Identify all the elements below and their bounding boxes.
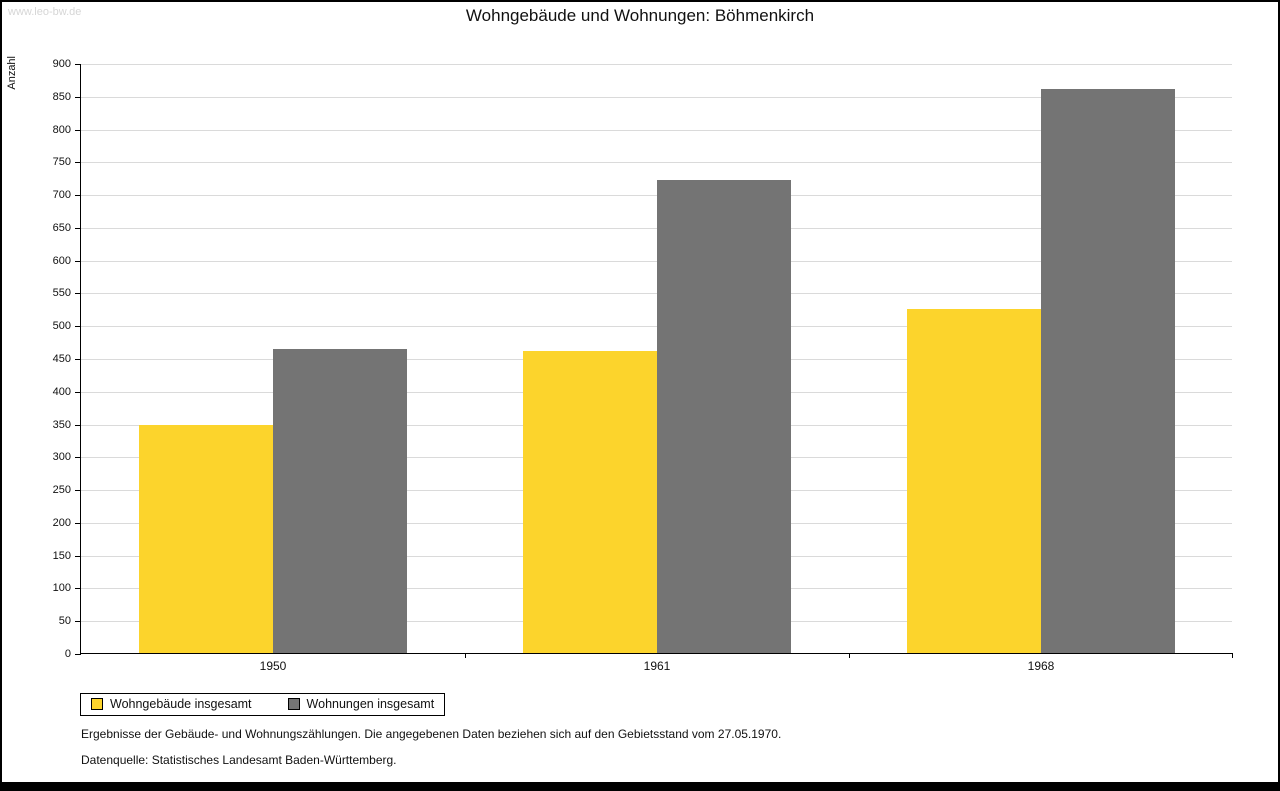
y-axis-tick	[75, 522, 81, 524]
y-tick-label: 100	[52, 582, 71, 595]
bar-series-2-1961	[657, 179, 791, 653]
bar-series-2-1950	[273, 349, 407, 653]
y-axis-tick	[75, 359, 81, 360]
legend-label: Wohnungen insgesamt	[306, 697, 435, 711]
watermark: www.leo-bw.de	[8, 6, 82, 18]
gridline	[81, 293, 1232, 295]
y-axis-tick	[75, 260, 81, 262]
y-tick-label: 750	[52, 156, 71, 169]
y-axis-tick	[75, 64, 81, 65]
bar-series-1-1961	[523, 351, 657, 653]
gridline	[81, 195, 1232, 197]
footnotes: Ergebnisse der Gebäude- und Wohnungszähl…	[81, 727, 781, 779]
y-tick-label: 900	[52, 58, 71, 70]
y-tick-label: 650	[52, 221, 71, 234]
legend-item: Wohngebäude insgesamt	[91, 697, 252, 711]
y-axis-tick	[75, 457, 81, 459]
y-tick-label: 800	[52, 123, 71, 136]
y-tick-label: 700	[52, 189, 71, 202]
y-axis-tick	[75, 588, 81, 590]
footnote-line-1: Ergebnisse der Gebäude- und Wohnungszähl…	[81, 727, 782, 741]
legend-label: Wohngebäude insgesamt	[110, 697, 252, 711]
legend-item: Wohnungen insgesamt	[287, 697, 435, 711]
y-tick-label: 350	[52, 418, 71, 431]
legend-swatch	[287, 698, 300, 710]
y-axis-tick	[75, 555, 81, 557]
gridline	[81, 260, 1232, 262]
frame-bottom-bar	[2, 782, 1278, 789]
gridline	[81, 326, 1232, 328]
bar-series-1-1968	[907, 308, 1041, 653]
x-axis-tick	[849, 653, 850, 658]
y-tick-label: 550	[52, 287, 71, 300]
gridline	[81, 129, 1232, 131]
y-axis-tick	[75, 326, 81, 328]
x-axis-tick	[1232, 653, 1233, 658]
y-axis-label: Anzahl	[6, 56, 18, 90]
y-tick-label: 500	[52, 320, 71, 333]
bar-series-2-1968	[1041, 89, 1175, 653]
y-tick-label: 0	[64, 648, 71, 660]
y-axis-tick	[75, 424, 81, 426]
legend-swatch	[91, 698, 103, 710]
gridline	[81, 96, 1232, 98]
gridline	[81, 227, 1232, 229]
y-tick-label: 850	[52, 90, 71, 103]
y-axis-tick	[75, 391, 81, 393]
y-tick-label: 300	[52, 451, 71, 464]
y-axis-tick	[75, 293, 81, 295]
bar-series-1-1950	[139, 424, 273, 653]
x-axis-tick	[465, 653, 466, 658]
y-axis-tick	[75, 621, 81, 623]
x-tick-label: 1968	[1027, 659, 1055, 673]
y-tick-label: 50	[58, 615, 71, 628]
y-axis-tick	[75, 129, 81, 131]
x-tick-label: 1950	[259, 659, 287, 673]
y-tick-label: 200	[52, 516, 71, 529]
y-tick-label: 400	[52, 385, 71, 398]
footnote-line-2: Datenquelle: Statistisches Landesamt Bad…	[81, 753, 397, 767]
y-tick-label: 250	[52, 484, 71, 497]
y-axis-tick	[75, 490, 81, 492]
chart-title: Wohngebäude und Wohnungen: Böhmenkirch	[465, 6, 815, 25]
y-axis-tick	[75, 227, 81, 229]
y-tick-label: 450	[52, 353, 71, 365]
legend: Wohngebäude insgesamt Wohnungen insgesamt	[80, 693, 446, 716]
x-tick-label: 1961	[643, 659, 671, 673]
gridline	[81, 162, 1232, 164]
y-axis-tick	[75, 162, 81, 164]
y-axis-tick	[75, 195, 81, 197]
y-axis-tick	[75, 96, 81, 98]
y-tick-label: 150	[52, 549, 71, 562]
gridline	[81, 64, 1232, 65]
plot-area: 0 50 100 150 200 250 300 350 400 450 500 550 600 650 7…	[53, 58, 1233, 673]
y-axis-tick	[75, 654, 81, 655]
y-tick-label: 600	[52, 254, 71, 267]
